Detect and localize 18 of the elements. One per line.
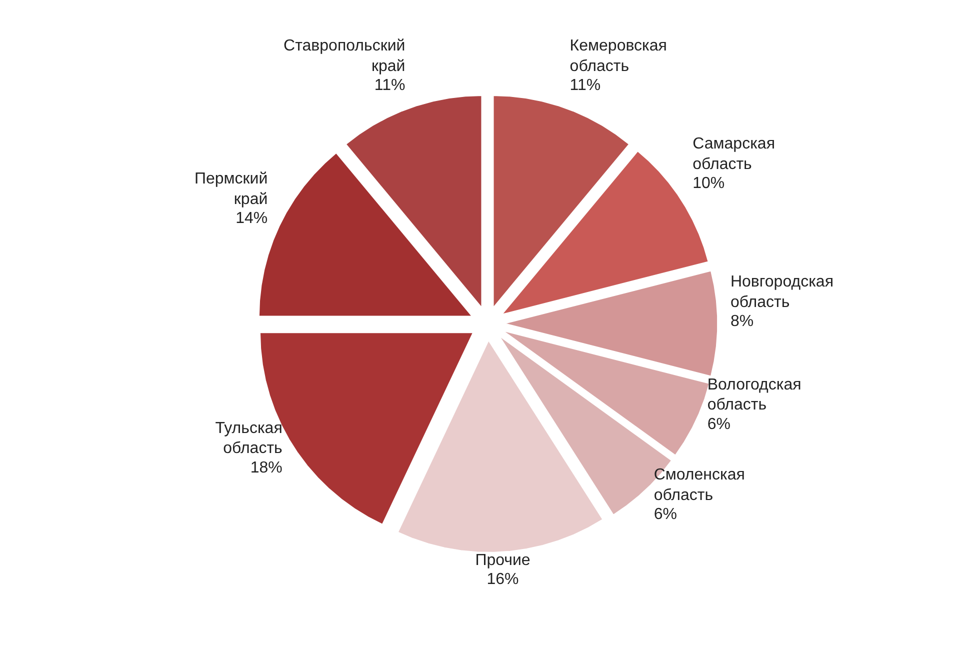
data-label: 6%	[654, 506, 677, 524]
data-label: 16%	[486, 571, 519, 588]
data-label: 8%	[730, 312, 754, 330]
data-label: 6%	[707, 416, 730, 433]
data-label: 11%	[374, 77, 406, 94]
slice-label: Кемеровская область	[570, 38, 667, 75]
data-label: 18%	[250, 459, 282, 476]
slice-label: Прочие	[475, 552, 530, 569]
data-label: 11%	[570, 77, 601, 94]
slice-label: Пермский край	[194, 170, 268, 208]
slice-label: Вологодская область	[707, 376, 802, 414]
slice-label: Ставропольский край	[284, 38, 406, 75]
slice-label: Тульская область	[215, 420, 282, 458]
slice-label: Смоленская область	[654, 466, 745, 504]
data-label: 10%	[692, 174, 725, 192]
slice-label: Новгородская область	[730, 273, 834, 311]
data-label: 14%	[236, 210, 268, 227]
slice-label: Самарская область	[692, 135, 775, 173]
